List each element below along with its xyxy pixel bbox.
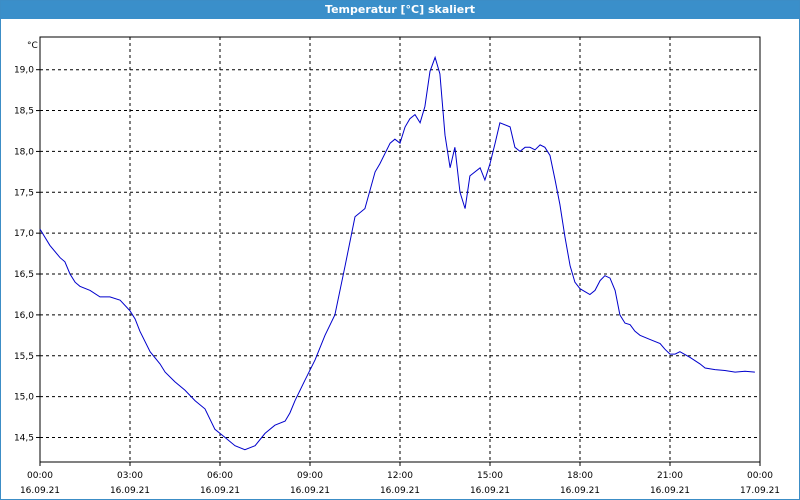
y-tick-label: 18,0 — [14, 147, 34, 157]
y-tick-label: 15,0 — [14, 393, 34, 403]
x-tick-time-label: 21:00 — [657, 471, 683, 481]
x-tick-time-label: 12:00 — [387, 471, 413, 481]
y-tick-label: 16,5 — [14, 270, 34, 280]
x-tick-time-label: 03:00 — [117, 471, 143, 481]
x-tick-time-label: 18:00 — [567, 471, 593, 481]
grid-lines — [40, 37, 760, 462]
x-tick-date-label: 16.09.21 — [200, 486, 240, 496]
x-tick-date-label: 16.09.21 — [380, 486, 420, 496]
x-tick-date-label: 16.09.21 — [20, 486, 60, 496]
y-axis: 19,0 18,5 18,0 17,5 17,0 16,5 16,0 15,5 15,0 14,5 — [14, 66, 40, 443]
x-tick-time-label: 00:00 — [747, 471, 773, 481]
x-tick-date-label: 16.09.21 — [650, 486, 690, 496]
y-tick-label: 16,0 — [14, 311, 34, 321]
x-tick-time-label: 09:00 — [297, 471, 323, 481]
x-tick-date-label: 16.09.21 — [110, 486, 150, 496]
x-tick-date-label: 16.09.21 — [470, 486, 510, 496]
y-tick-label: 18,5 — [14, 107, 34, 117]
chart-title: Temperatur [°C] skaliert — [1, 1, 799, 19]
temperature-line — [39, 55, 755, 451]
y-tick-label: 14,5 — [14, 433, 34, 443]
x-tick-date-label: 17.09.21 — [740, 486, 780, 496]
x-tick-date-label: 16.09.21 — [290, 486, 330, 496]
y-tick-label: 17,5 — [14, 188, 34, 198]
x-tick-time-label: 00:00 — [27, 471, 53, 481]
y-tick-label: 19,0 — [14, 66, 34, 76]
y-tick-label: 15,5 — [14, 352, 34, 362]
x-tick-date-label: 16.09.21 — [560, 486, 600, 496]
x-tick-time-label: 06:00 — [207, 471, 233, 481]
x-tick-time-label: 15:00 — [477, 471, 503, 481]
y-axis-unit-label: °C — [27, 41, 38, 51]
y-tick-label: 17,0 — [14, 229, 34, 239]
x-axis: 00:00 16.09.21 03:00 16.09.21 06:00 16.09.21 0… — [20, 462, 780, 496]
